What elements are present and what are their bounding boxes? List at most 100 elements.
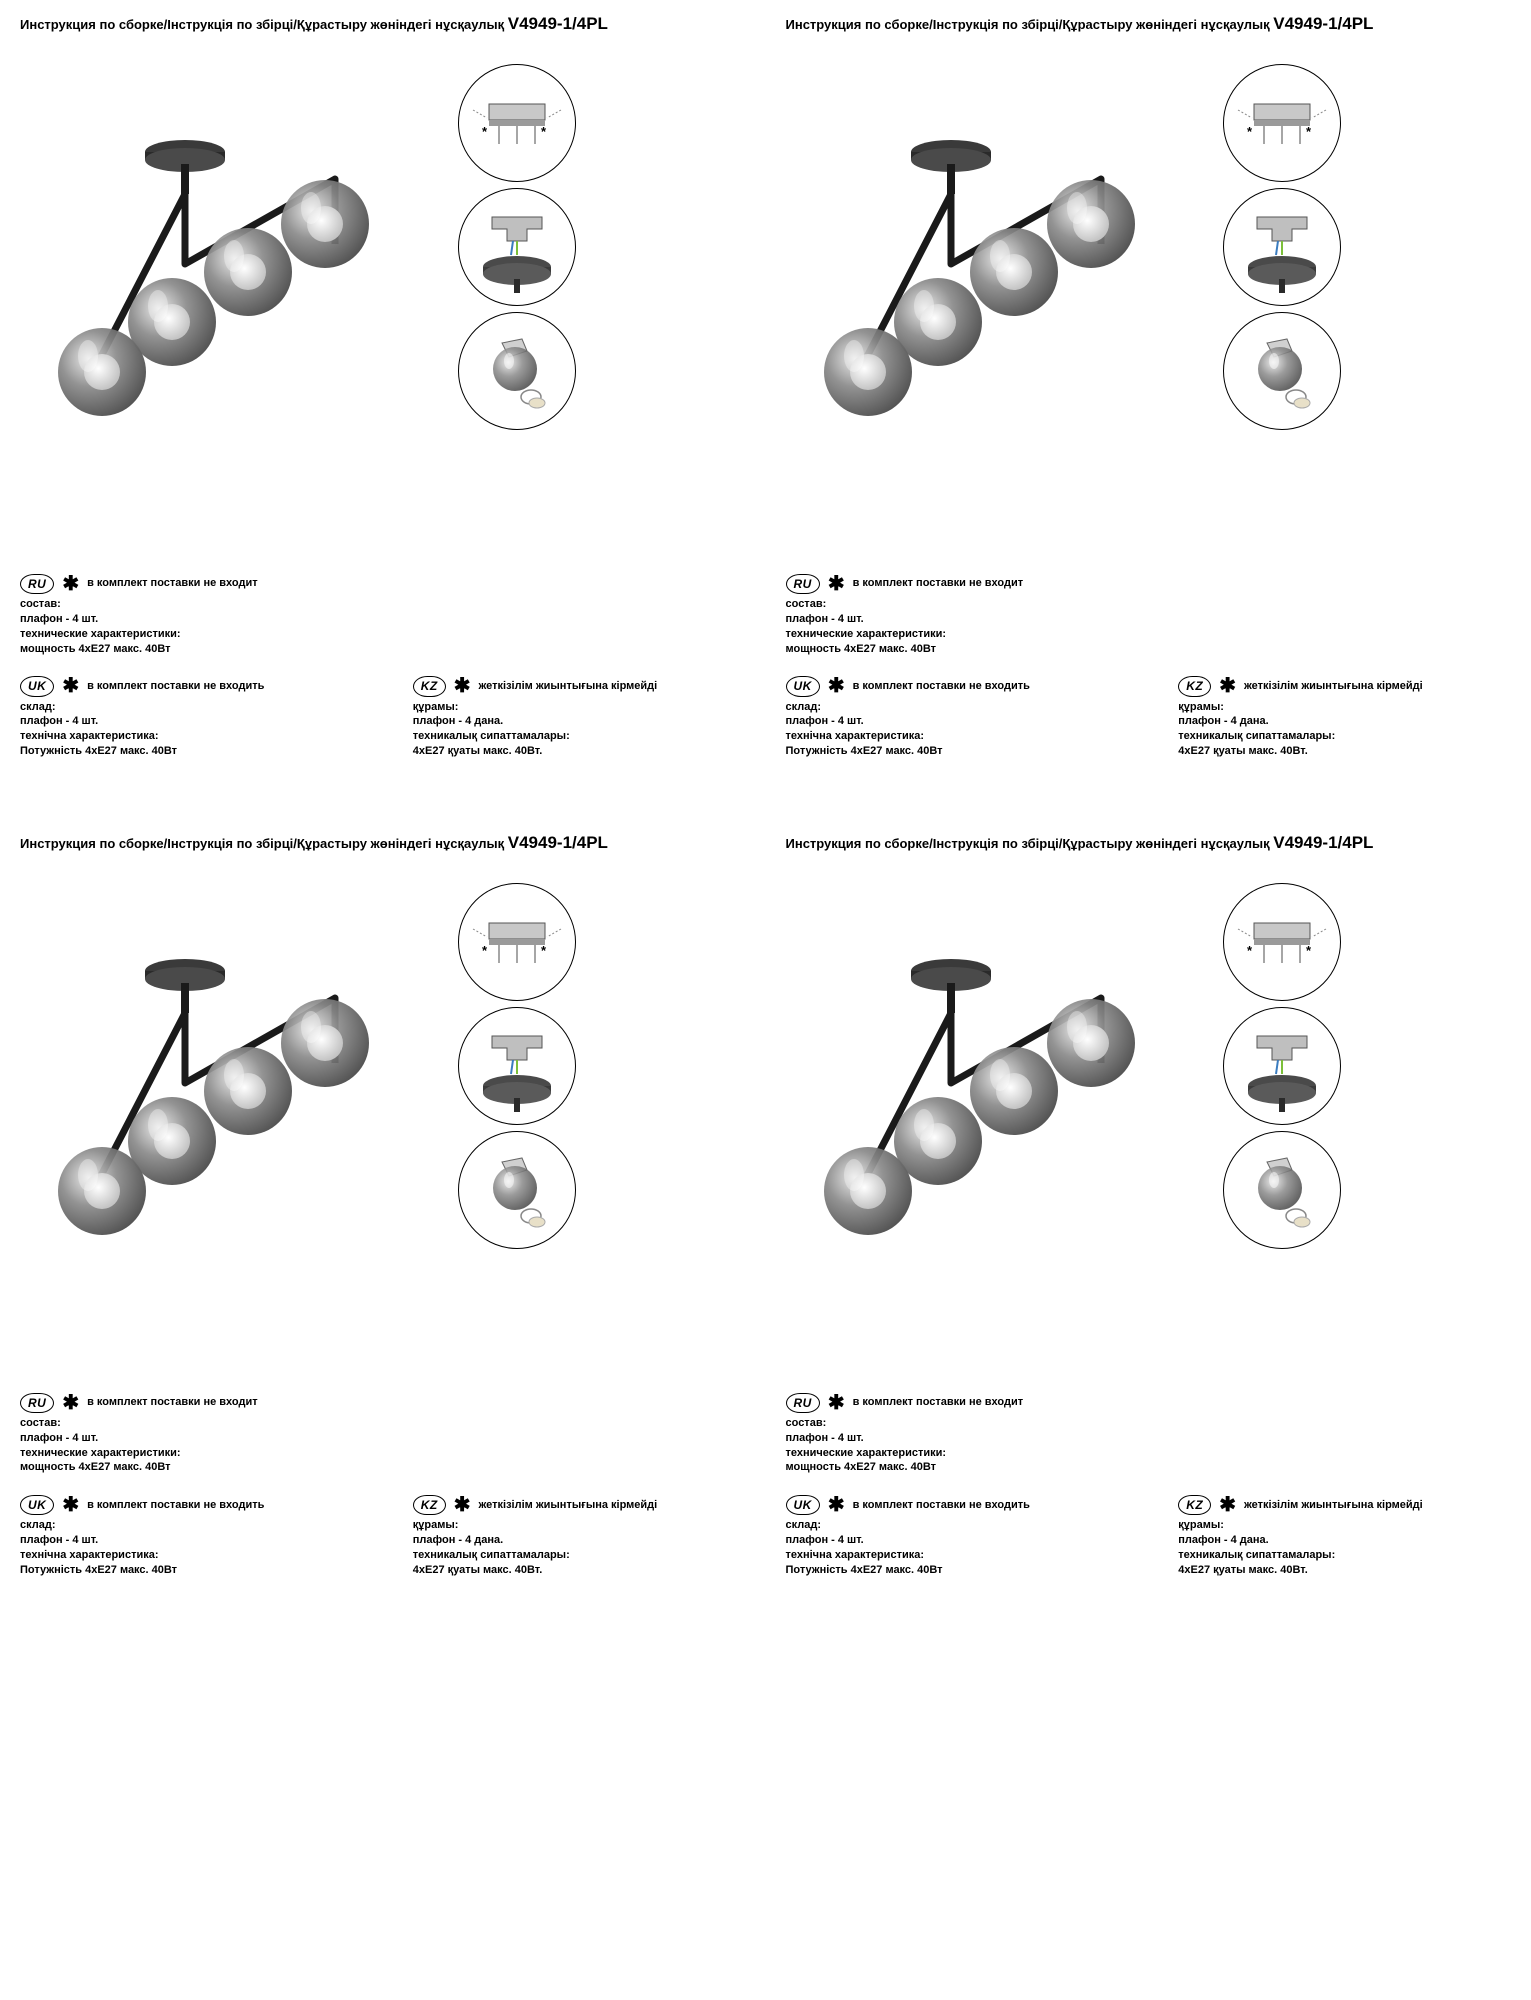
- not-included-ru: в комплект поставки не входит: [853, 576, 1024, 591]
- title-text: Инструкция по сборке/Інструкція по збірц…: [20, 836, 508, 851]
- asterisk-icon: ✱: [454, 676, 471, 696]
- lang-uk: UK ✱ в комплект поставки не входить скла…: [786, 1495, 1119, 1578]
- instruction-panel: Инструкция по сборке/Інструкція по збірц…: [766, 0, 1531, 819]
- illustration-area: * *: [20, 873, 746, 1273]
- step-2: [1223, 1007, 1341, 1125]
- lang-ru: RU ✱ в комплект поставки не входит соста…: [786, 574, 1512, 657]
- badge-uk: UK: [20, 676, 54, 696]
- title: Инструкция по сборке/Інструкція по збірц…: [20, 12, 746, 36]
- svg-text:*: *: [541, 124, 547, 139]
- step-3: [458, 1131, 576, 1249]
- assembly-steps: * *: [458, 64, 576, 436]
- lang-row-uk-kz: UK ✱ в комплект поставки не входить скла…: [786, 1495, 1512, 1598]
- not-included-uk: в комплект поставки не входить: [853, 679, 1030, 694]
- badge-uk: UK: [786, 1495, 820, 1515]
- step-3: [458, 312, 576, 430]
- step-2: [458, 188, 576, 306]
- asterisk-icon: ✱: [1219, 1495, 1236, 1515]
- step-1: * *: [458, 64, 576, 182]
- assembly-steps: * *: [1223, 64, 1341, 436]
- not-included-uk: в комплект поставки не входить: [87, 1498, 264, 1513]
- badge-ru: RU: [20, 1393, 54, 1413]
- asterisk-icon: ✱: [62, 1495, 79, 1515]
- step-2: [458, 1007, 576, 1125]
- svg-text:*: *: [482, 124, 488, 139]
- badge-uk: UK: [786, 676, 820, 696]
- title: Инструкция по сборке/Інструкція по збірц…: [20, 831, 746, 855]
- title: Инструкция по сборке/Інструкція по збірц…: [786, 12, 1512, 36]
- not-included-ru: в комплект поставки не входит: [87, 576, 258, 591]
- illustration-area: * *: [20, 54, 746, 454]
- asterisk-icon: ✱: [828, 574, 845, 594]
- not-included-kz: жеткізілім жиынтығына кірмейді: [479, 1498, 658, 1513]
- svg-text:*: *: [1247, 124, 1253, 139]
- asterisk-icon: ✱: [454, 1495, 471, 1515]
- asterisk-icon: ✱: [62, 676, 79, 696]
- model-number: V4949-1/4PL: [508, 833, 608, 852]
- svg-text:*: *: [541, 943, 547, 958]
- title-text: Инструкция по сборке/Інструкція по збірц…: [20, 17, 508, 32]
- step-1: * *: [1223, 64, 1341, 182]
- badge-kz: KZ: [413, 676, 446, 696]
- asterisk-icon: ✱: [62, 574, 79, 594]
- step-2: [1223, 188, 1341, 306]
- badge-ru: RU: [786, 574, 820, 594]
- title-text: Инструкция по сборке/Інструкція по збірц…: [786, 836, 1274, 851]
- not-included-ru: в комплект поставки не входит: [87, 1395, 258, 1410]
- model-number: V4949-1/4PL: [1273, 14, 1373, 33]
- product-drawing: [816, 943, 1146, 1243]
- not-included-kz: жеткізілім жиынтығына кірмейді: [1244, 679, 1423, 694]
- asterisk-icon: ✱: [828, 676, 845, 696]
- not-included-uk: в комплект поставки не входить: [853, 1498, 1030, 1513]
- instruction-grid: Инструкция по сборке/Інструкція по збірц…: [0, 0, 1531, 1638]
- lang-ru: RU ✱ в комплект поставки не входит соста…: [786, 1393, 1512, 1476]
- not-included-ru: в комплект поставки не входит: [853, 1395, 1024, 1410]
- not-included-kz: жеткізілім жиынтығына кірмейді: [479, 679, 658, 694]
- instruction-panel: Инструкция по сборке/Інструкція по збірц…: [0, 0, 766, 819]
- svg-text:*: *: [1306, 124, 1312, 139]
- step-3: [1223, 312, 1341, 430]
- lang-kz: KZ ✱ жеткізілім жиынтығына кірмейді құра…: [1178, 676, 1511, 759]
- lang-row-uk-kz: UK ✱ в комплект поставки не входить скла…: [20, 1495, 746, 1598]
- svg-text:*: *: [482, 943, 488, 958]
- model-number: V4949-1/4PL: [1273, 833, 1373, 852]
- lang-row-uk-kz: UK ✱ в комплект поставки не входить скла…: [20, 676, 746, 779]
- lang-kz: KZ ✱ жеткізілім жиынтығына кірмейді құра…: [413, 1495, 746, 1578]
- step-1: * *: [1223, 883, 1341, 1001]
- badge-kz: KZ: [1178, 1495, 1211, 1515]
- instruction-panel: Инструкция по сборке/Інструкція по збірц…: [0, 819, 766, 1638]
- instruction-panel: Инструкция по сборке/Інструкція по збірц…: [766, 819, 1531, 1638]
- lang-uk: UK ✱ в комплект поставки не входить скла…: [786, 676, 1119, 759]
- asterisk-icon: ✱: [828, 1495, 845, 1515]
- asterisk-icon: ✱: [1219, 676, 1236, 696]
- badge-ru: RU: [786, 1393, 820, 1413]
- assembly-steps: * *: [458, 883, 576, 1255]
- title: Инструкция по сборке/Інструкція по збірц…: [786, 831, 1512, 855]
- assembly-steps: * *: [1223, 883, 1341, 1255]
- illustration-area: * *: [786, 873, 1512, 1273]
- illustration-area: * *: [786, 54, 1512, 454]
- svg-text:*: *: [1306, 943, 1312, 958]
- badge-kz: KZ: [413, 1495, 446, 1515]
- asterisk-icon: ✱: [828, 1393, 845, 1413]
- not-included-kz: жеткізілім жиынтығына кірмейді: [1244, 1498, 1423, 1513]
- badge-ru: RU: [20, 574, 54, 594]
- lang-ru: RU ✱ в комплект поставки не входит соста…: [20, 1393, 746, 1476]
- title-text: Инструкция по сборке/Інструкція по збірц…: [786, 17, 1274, 32]
- svg-text:*: *: [1247, 943, 1253, 958]
- badge-kz: KZ: [1178, 676, 1211, 696]
- lang-ru: RU ✱ в комплект поставки не входит соста…: [20, 574, 746, 657]
- product-drawing: [50, 943, 380, 1243]
- product-drawing: [816, 124, 1146, 424]
- not-included-uk: в комплект поставки не входить: [87, 679, 264, 694]
- lang-row-uk-kz: UK ✱ в комплект поставки не входить скла…: [786, 676, 1512, 779]
- lang-kz: KZ ✱ жеткізілім жиынтығына кірмейді құра…: [413, 676, 746, 759]
- lang-uk: UK ✱ в комплект поставки не входить скла…: [20, 676, 353, 759]
- asterisk-icon: ✱: [62, 1393, 79, 1413]
- step-1: * *: [458, 883, 576, 1001]
- product-drawing: [50, 124, 380, 424]
- lang-kz: KZ ✱ жеткізілім жиынтығына кірмейді құра…: [1178, 1495, 1511, 1578]
- badge-uk: UK: [20, 1495, 54, 1515]
- model-number: V4949-1/4PL: [508, 14, 608, 33]
- lang-uk: UK ✱ в комплект поставки не входить скла…: [20, 1495, 353, 1578]
